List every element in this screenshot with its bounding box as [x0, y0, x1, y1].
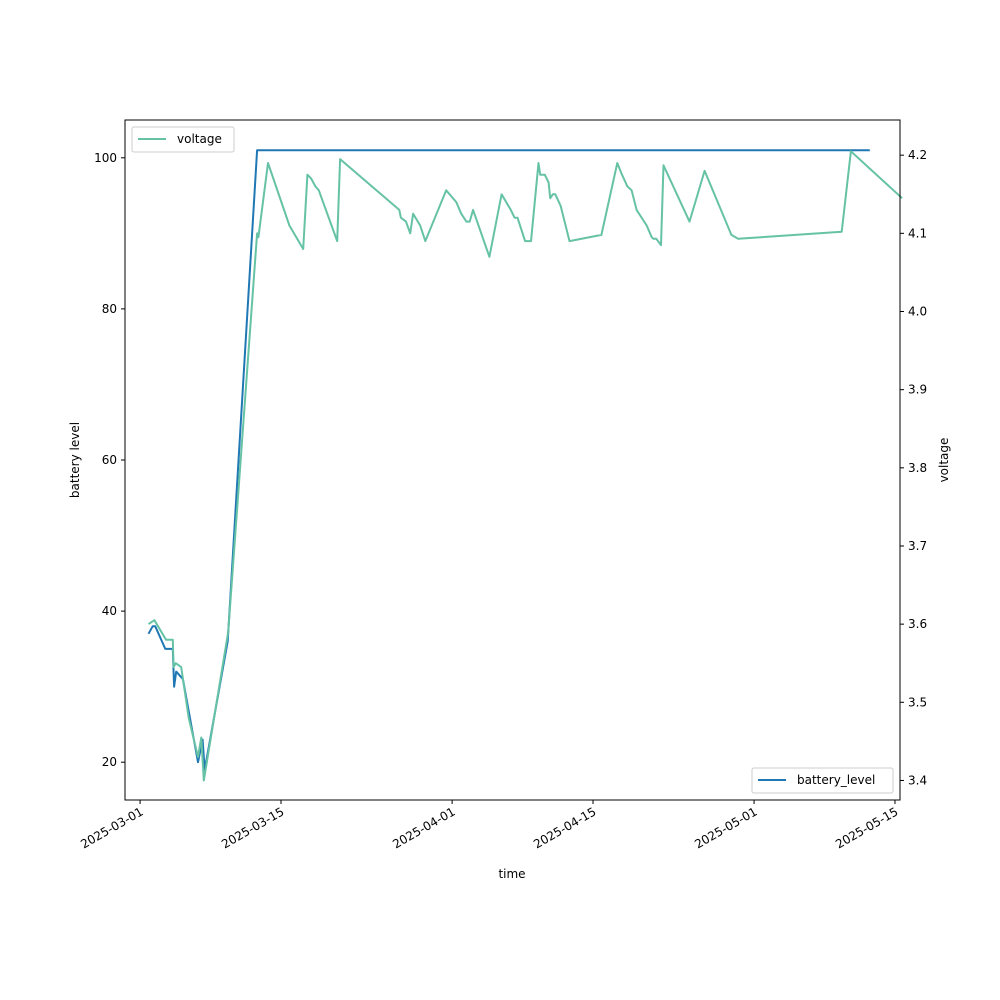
y-axis-left: 20 40 60 80 100 [94, 151, 125, 769]
y-axis-right-label: voltage [937, 438, 951, 483]
series-line-voltage [147, 150, 903, 782]
legend-voltage: voltage [131, 126, 235, 153]
legend-battery-level-box [751, 767, 894, 794]
y-right-tick-label: 3.4 [908, 773, 927, 787]
y-axis-left-label: battery level [68, 422, 82, 498]
x-axis-label: time [498, 867, 525, 881]
legend-battery-level: battery_level [751, 767, 894, 794]
legend-battery-level-label: battery_level [797, 773, 875, 787]
y-right-tick-label: 3.9 [908, 383, 927, 397]
y-axis-right: 3.4 3.5 3.6 3.7 3.8 3.9 4.0 4.1 4.2 [900, 148, 927, 787]
y-right-tick-label: 3.6 [908, 617, 927, 631]
y-left-tick-label: 80 [102, 302, 117, 316]
y-left-tick-label: 100 [94, 151, 117, 165]
y-right-tick-label: 4.2 [908, 148, 927, 162]
legend-voltage-box [131, 126, 235, 153]
y-left-tick-label: 20 [102, 755, 117, 769]
series-layer [147, 149, 903, 782]
y-right-tick-label: 4.0 [908, 304, 927, 318]
y-right-tick-label: 3.7 [908, 539, 927, 553]
y-right-tick-label: 4.1 [908, 226, 927, 240]
y-right-tick-label: 3.5 [908, 695, 927, 709]
y-left-tick-label: 60 [102, 453, 117, 467]
y-right-tick-label: 3.8 [908, 461, 927, 475]
y-left-tick-label: 40 [102, 604, 117, 618]
legend-voltage-label: voltage [177, 132, 222, 146]
